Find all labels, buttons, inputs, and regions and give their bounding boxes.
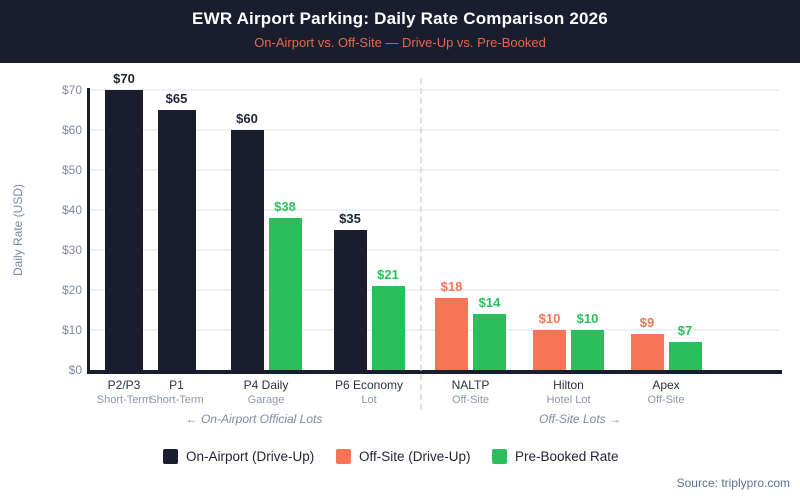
legend-swatch-onairport <box>163 448 178 464</box>
legend-item-prebooked: Pre-Booked Rate <box>492 448 619 464</box>
legend-swatch-prebooked <box>492 448 507 464</box>
bar-value-label: $10 <box>576 311 599 326</box>
bar-p4-daily-prebooked <box>268 218 302 370</box>
legend-label: Pre-Booked Rate <box>515 448 619 464</box>
daily-rate-bar-chart: $0 $10 $20 $30 $40 $50 $60 $70 $70 P2/P3 Short-Ter… <box>0 63 800 443</box>
bar-naltp-prebooked <box>473 314 506 370</box>
legend-swatch-offsite <box>336 448 351 464</box>
bar-apex-offsite <box>630 334 664 370</box>
bar-value-label: $10 <box>538 311 561 326</box>
x-tick-label: P4 Daily <box>243 378 289 392</box>
y-tick-label-$10: $10 <box>61 323 82 337</box>
bar-value-label: $70 <box>113 71 135 86</box>
y-tick-label-$20: $20 <box>61 283 82 297</box>
y-axis-spine <box>87 88 90 372</box>
bar-hilton-offsite <box>533 330 566 370</box>
y-tick-label-$50: $50 <box>61 163 82 177</box>
x-tick-label: P2/P3 <box>107 378 141 392</box>
bar-p1-onairport <box>157 110 196 370</box>
bar-value-label: $38 <box>274 199 296 214</box>
header: EWR Airport Parking: Daily Rate Comparis… <box>0 0 800 63</box>
x-tick-label: Apex <box>652 378 680 392</box>
bar-p2-p3-onairport <box>105 90 143 370</box>
x-tick-sublabel: Lot <box>361 394 377 406</box>
bar-naltp-offsite <box>435 298 468 370</box>
x-tick-label: Hilton <box>553 378 584 392</box>
y-axis-title: Daily Rate (USD) <box>11 183 25 277</box>
y-tick-label-$0: $0 <box>68 363 82 377</box>
annotation-off-site-lots: Off-Site Lots → <box>538 412 622 426</box>
bar-value-label: $65 <box>165 91 188 106</box>
x-tick-sublabel: Off-Site <box>647 394 685 406</box>
bar-value-label: $7 <box>677 323 693 338</box>
bar-value-label: $35 <box>339 211 361 226</box>
page-title: EWR Airport Parking: Daily Rate Comparis… <box>192 9 608 28</box>
x-tick-sublabel: Garage <box>247 394 285 406</box>
x-axis-spine <box>87 370 782 374</box>
y-tick-label-$40: $40 <box>61 203 82 217</box>
gridline-$70 <box>89 89 779 91</box>
bar-p4-daily-onairport <box>230 130 264 370</box>
bar-p6-economy-onairport <box>333 230 367 370</box>
gridline-$50 <box>89 169 779 171</box>
gridline-$60 <box>89 129 779 131</box>
legend-label: Off-Site (Drive-Up) <box>359 448 471 464</box>
gridline-$40 <box>89 209 779 211</box>
bar-p6-economy-prebooked <box>371 286 405 370</box>
x-tick-label: NALTP <box>451 378 490 392</box>
bar-value-label: $9 <box>639 315 655 330</box>
y-tick-label-$60: $60 <box>61 123 82 137</box>
gridline-$30 <box>89 249 779 251</box>
legend: On-Airport (Drive-Up) Off-Site (Drive-Up)… <box>0 448 800 468</box>
annotation-on-airport-lots: ← On-Airport Official Lots <box>185 412 323 426</box>
x-tick-label: P1 <box>169 378 184 392</box>
section-separator-line <box>420 78 422 410</box>
legend-label: On-Airport (Drive-Up) <box>186 448 315 464</box>
bar-value-label: $14 <box>478 295 501 310</box>
bar-hilton-prebooked <box>571 330 604 370</box>
x-tick-sublabel: Short-Term <box>96 394 152 406</box>
x-tick-sublabel: Off-Site <box>451 394 490 406</box>
legend-item-onairport: On-Airport (Drive-Up) <box>163 448 314 464</box>
source-text: Source: triplypro.com <box>676 476 790 490</box>
y-tick-label-$70: $70 <box>61 83 82 97</box>
x-tick-sublabel: Short-Term <box>149 394 204 406</box>
y-tick-label-$30: $30 <box>61 243 82 257</box>
gridline-$20 <box>89 289 779 291</box>
x-tick-label: P6 Economy <box>334 378 404 392</box>
bar-value-label: $21 <box>377 267 399 282</box>
x-tick-sublabel: Hotel Lot <box>546 394 591 406</box>
legend-item-offsite: Off-Site (Drive-Up) <box>336 448 471 464</box>
gridline-$10 <box>89 329 779 331</box>
bar-apex-prebooked <box>668 342 702 370</box>
bar-value-label: $18 <box>440 279 463 294</box>
page-subtitle: On-Airport vs. Off-Site — Drive-Up vs. P… <box>254 35 546 50</box>
bar-value-label: $60 <box>236 111 258 126</box>
